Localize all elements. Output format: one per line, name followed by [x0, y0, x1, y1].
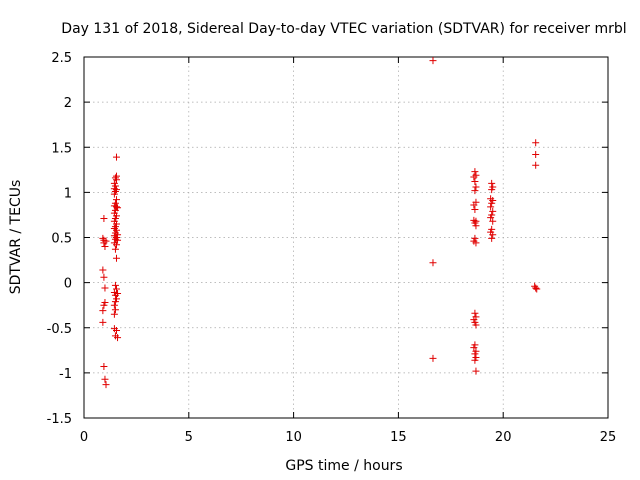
data-point — [100, 215, 108, 223]
x-tick-label: 20 — [495, 430, 512, 445]
data-point — [110, 310, 118, 318]
data-point — [112, 285, 120, 293]
data-point — [100, 273, 108, 281]
data-point — [110, 190, 118, 198]
y-tick-label: 0 — [64, 277, 72, 292]
data-point — [472, 222, 480, 230]
data-point — [471, 309, 479, 317]
y-tick-label: -0.5 — [47, 322, 72, 337]
data-point — [112, 203, 120, 211]
data-point — [100, 239, 108, 247]
data-point — [112, 196, 120, 204]
x-tick-label: 0 — [80, 430, 88, 445]
data-point — [470, 201, 478, 209]
axes-ticks: 0 5 10 15 20 25 -1.5 -1 -0.5 0 0.5 1 1.5 2 2.5 — [47, 51, 617, 445]
data-point — [111, 291, 119, 299]
data-point — [532, 150, 540, 158]
data-point — [488, 179, 496, 187]
data-point — [101, 375, 109, 383]
y-tick-label: 2 — [64, 96, 72, 111]
data-point — [489, 207, 497, 215]
x-tick-label: 25 — [600, 430, 617, 445]
data-point — [99, 307, 107, 315]
y-axis-label: SDTVAR / TECUs — [8, 180, 24, 295]
data-point — [111, 281, 119, 289]
data-point — [100, 363, 108, 371]
data-point — [472, 239, 480, 247]
y-tick-label: 0.5 — [51, 232, 72, 247]
data-point — [488, 199, 496, 207]
x-tick-label: 15 — [390, 430, 407, 445]
data-point — [111, 245, 119, 253]
data-point — [112, 241, 120, 249]
data-points — [99, 57, 541, 389]
y-tick-label: -1.5 — [47, 412, 72, 427]
data-point — [111, 223, 119, 231]
data-point — [429, 354, 437, 362]
data-point — [112, 326, 120, 334]
data-point — [487, 214, 495, 222]
x-tick-label: 10 — [285, 430, 302, 445]
data-point — [489, 231, 497, 239]
data-point — [112, 186, 120, 194]
y-tick-label: 2.5 — [51, 51, 72, 66]
data-point — [487, 203, 495, 211]
x-tick-label: 5 — [185, 430, 193, 445]
chart-title: Day 131 of 2018, Sidereal Day-to-day VTE… — [61, 21, 626, 37]
data-point — [471, 350, 479, 358]
data-point — [99, 266, 107, 274]
data-point — [471, 178, 479, 186]
data-point — [112, 254, 120, 262]
data-point — [101, 284, 109, 292]
data-point — [111, 306, 119, 314]
data-point — [470, 173, 478, 181]
data-point — [101, 243, 109, 251]
data-point — [472, 183, 480, 191]
data-point — [488, 234, 496, 242]
data-point — [471, 187, 479, 195]
data-point — [472, 367, 480, 375]
data-point — [472, 321, 480, 329]
data-point — [471, 356, 479, 364]
data-point — [429, 259, 437, 267]
data-point — [471, 206, 479, 214]
data-point — [99, 318, 107, 326]
y-tick-label: 1 — [64, 186, 72, 201]
data-point — [470, 344, 478, 352]
grid — [84, 57, 608, 418]
data-point — [114, 334, 122, 342]
data-point — [489, 217, 497, 225]
data-point — [102, 381, 110, 389]
data-point — [112, 153, 120, 161]
data-point — [471, 168, 479, 176]
data-point — [532, 284, 540, 292]
data-point — [100, 301, 108, 309]
x-axis-label: GPS time / hours — [285, 458, 402, 474]
data-point — [488, 186, 496, 194]
data-point — [111, 174, 119, 182]
y-tick-label: 1.5 — [51, 141, 72, 156]
y-tick-label: -1 — [59, 367, 72, 382]
data-point — [532, 161, 540, 169]
data-point — [110, 301, 118, 309]
data-point — [111, 298, 119, 306]
data-point — [112, 176, 120, 184]
data-point — [532, 139, 540, 147]
data-point — [429, 57, 437, 65]
data-point — [533, 285, 541, 293]
